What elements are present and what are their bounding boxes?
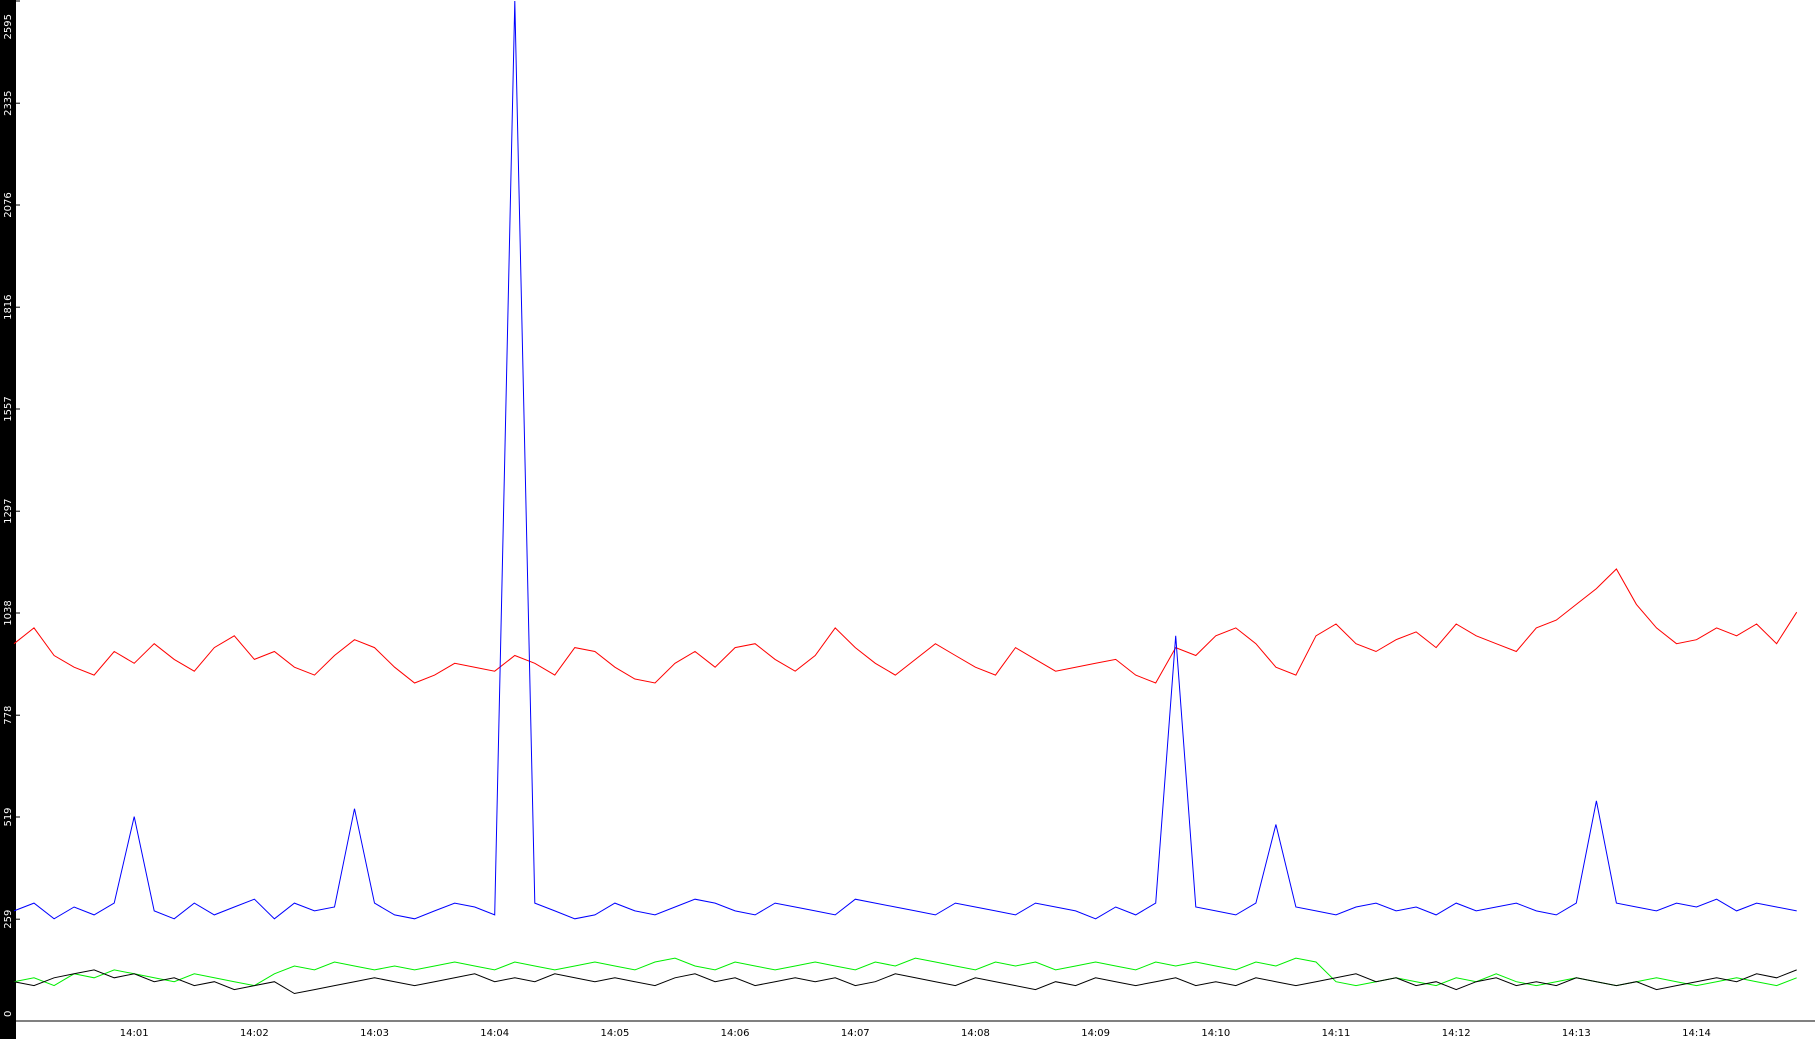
y-tick-label: 778	[3, 706, 14, 725]
x-tick-label: 14:10	[1201, 1028, 1230, 1039]
x-tick-label: 14:05	[600, 1028, 629, 1039]
x-tick-label: 14:09	[1081, 1028, 1110, 1039]
y-tick-label: 259	[3, 910, 14, 929]
x-tick-label: 14:03	[360, 1028, 389, 1039]
x-tick-label: 14:13	[1562, 1028, 1591, 1039]
x-tick-label: 14:11	[1322, 1028, 1351, 1039]
y-tick-label: 0	[3, 1011, 14, 1017]
y-tick-label: 2076	[3, 192, 14, 217]
y-tick-label: 2335	[3, 90, 14, 115]
x-tick-label: 14:08	[961, 1028, 990, 1039]
series-line	[13, 969, 1797, 995]
y-tick-label: 519	[3, 807, 14, 826]
y-tick-label: 2595	[3, 14, 14, 39]
series-line	[13, 957, 1797, 987]
y-axis-strip	[0, 0, 16, 1039]
x-tick-label: 14:06	[721, 1028, 750, 1039]
x-tick-label: 14:01	[120, 1028, 149, 1039]
x-tick-label: 14:12	[1442, 1028, 1471, 1039]
x-tick-label: 14:04	[480, 1028, 509, 1039]
y-tick-label: 1816	[3, 294, 14, 319]
y-tick-label: 1297	[3, 498, 14, 523]
series-line	[13, 568, 1798, 684]
x-tick-label: 14:07	[841, 1028, 870, 1039]
y-tick-label: 1557	[3, 396, 14, 421]
x-tick-label: 14:14	[1682, 1028, 1711, 1039]
y-tick-label: 1038	[3, 600, 14, 625]
x-tick-label: 14:02	[240, 1028, 269, 1039]
series-line	[13, 0, 1797, 920]
